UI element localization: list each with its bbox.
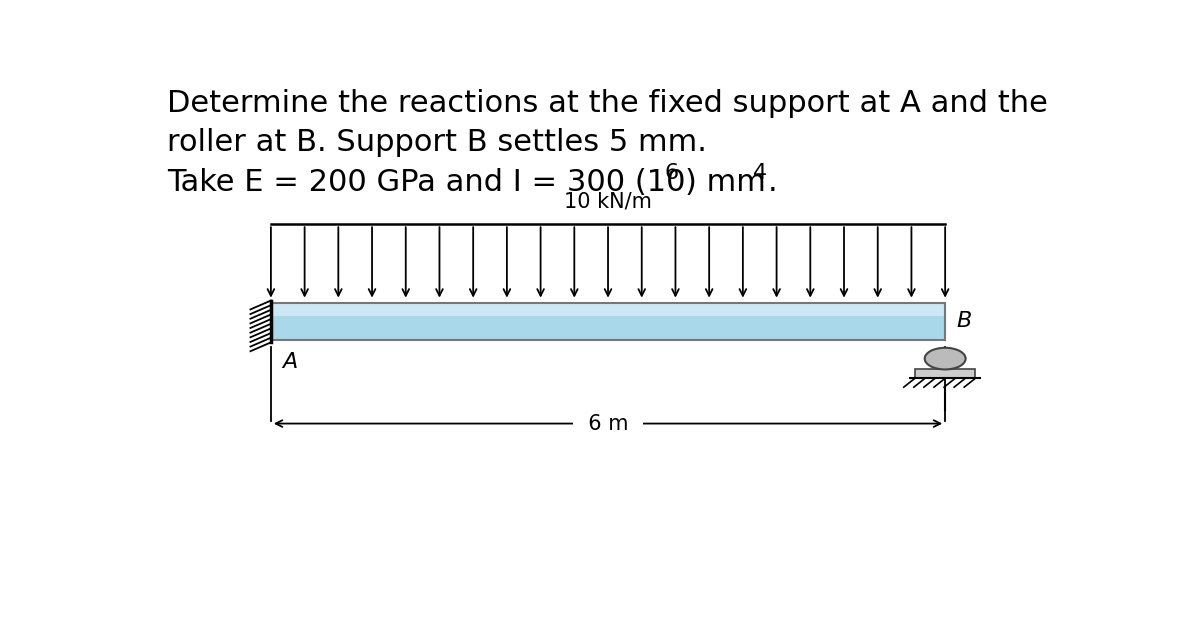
Text: 10 kN/m: 10 kN/m	[564, 192, 652, 212]
Text: B: B	[956, 311, 972, 332]
Text: ) mm: ) mm	[685, 167, 766, 197]
Text: 6: 6	[665, 163, 678, 183]
Text: 6 m: 6 m	[575, 413, 641, 433]
Text: A: A	[282, 352, 298, 372]
Polygon shape	[271, 303, 946, 340]
Circle shape	[925, 348, 966, 369]
Polygon shape	[271, 303, 946, 316]
Text: Take E = 200 GPa and I = 300 (10: Take E = 200 GPa and I = 300 (10	[167, 167, 685, 197]
Text: Determine the reactions at the fixed support at A and the: Determine the reactions at the fixed sup…	[167, 89, 1048, 118]
Bar	[914, 369, 976, 378]
Text: 4: 4	[752, 163, 767, 183]
Text: .: .	[768, 167, 778, 197]
Text: roller at B. Support B settles 5 mm.: roller at B. Support B settles 5 mm.	[167, 128, 707, 157]
